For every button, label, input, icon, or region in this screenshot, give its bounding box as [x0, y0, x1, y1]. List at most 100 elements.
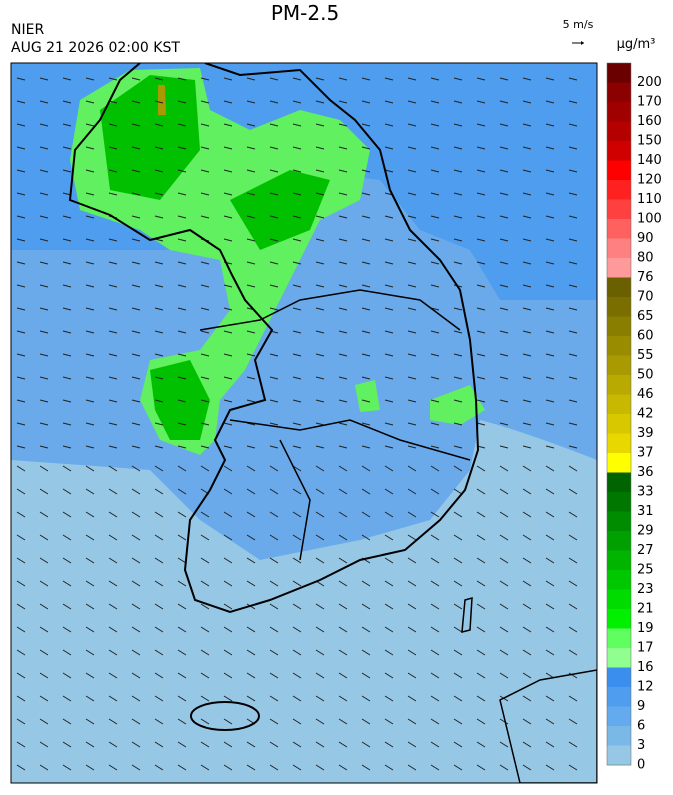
wind-arrow: [361, 169, 371, 173]
wind-arrow: [200, 399, 210, 403]
wind-arrow: [522, 741, 532, 748]
wind-arrow: [407, 307, 417, 311]
wind-arrow: [200, 77, 210, 81]
wind-arrow: [453, 261, 463, 265]
datetime: AUG 21 2026 02:00 KST: [11, 40, 180, 56]
wind-arrow: [315, 511, 325, 518]
wind-arrow: [177, 353, 187, 357]
wind-arrow: [361, 146, 371, 150]
wind-arrow: [85, 511, 95, 518]
wind-arrow: [315, 100, 325, 104]
colorbar-segment: [607, 297, 631, 317]
wind-arrow: [384, 169, 394, 173]
wind-arrow: [292, 557, 302, 564]
wind-arrow: [407, 261, 417, 265]
wind-arrow: [453, 353, 463, 357]
wind-arrow: [522, 215, 532, 219]
wind-arrow: [338, 445, 348, 449]
colorbar-label: 9: [637, 699, 645, 714]
wind-arrow: [476, 192, 486, 196]
wind-arrow: [154, 603, 164, 610]
wind-arrow: [16, 77, 26, 81]
colorbar-segment: [607, 453, 631, 473]
wind-arrow: [62, 238, 72, 242]
wind-arrow: [154, 307, 164, 311]
wind-arrow: [200, 192, 210, 196]
colorbar-label: 12: [637, 680, 654, 695]
wind-arrow: [545, 465, 555, 472]
wind-arrow: [16, 353, 26, 357]
colorbar-segment: [607, 355, 631, 376]
colorbar-label: 27: [637, 543, 654, 558]
colorbar-label: 65: [637, 309, 654, 324]
wind-arrow: [269, 399, 279, 403]
wind-arrow: [16, 465, 26, 472]
wind-arrow: [108, 192, 118, 196]
wind-arrow: [545, 123, 555, 127]
wind-arrow: [568, 261, 578, 265]
wind-arrow: [85, 123, 95, 127]
wind-arrow: [246, 399, 256, 403]
wind-arrow: [476, 307, 486, 311]
wind-arrow: [62, 330, 72, 334]
wind-arrow: [315, 376, 325, 380]
wind-arrow: [499, 465, 509, 472]
wind-arrow: [200, 123, 210, 127]
wind-arrow: [39, 238, 49, 242]
wind-arrow: [177, 192, 187, 196]
wind-arrow: [223, 580, 233, 587]
wind-arrow: [246, 238, 256, 242]
wind-arrow: [430, 284, 440, 288]
wind-arrow: [430, 215, 440, 219]
colorbar-label: 39: [637, 426, 654, 441]
wind-arrow: [62, 169, 72, 173]
colorbar-label: 170: [637, 95, 662, 110]
wind-arrow: [568, 557, 578, 564]
wind-arrow: [85, 399, 95, 403]
wind-arrow: [407, 330, 417, 334]
wind-arrow: [223, 534, 233, 541]
colorbar-segment: [607, 687, 631, 707]
wind-arrow: [292, 123, 302, 127]
wind-arrow: [154, 764, 164, 771]
wind-arrow: [315, 169, 325, 173]
wind-arrow: [407, 399, 417, 403]
wind-arrow: [62, 695, 72, 702]
wind-arrow: [407, 192, 417, 196]
wind-arrow: [315, 488, 325, 495]
wind-arrow: [361, 741, 371, 748]
wind-arrow: [361, 465, 371, 472]
wind-arrow: [16, 557, 26, 564]
wind-arrow: [85, 445, 95, 449]
wind-arrow: [177, 238, 187, 242]
wind-arrow: [131, 718, 141, 725]
wind-arrow: [269, 557, 279, 564]
wind-arrow: [545, 695, 555, 702]
wind-arrow: [39, 718, 49, 725]
wind-arrow: [269, 445, 279, 449]
colorbar-label: 140: [637, 153, 662, 168]
colorbar-segment: [607, 589, 631, 610]
wind-arrow: [85, 603, 95, 610]
wind-arrow: [177, 100, 187, 104]
colorbar-segment: [607, 472, 631, 493]
wind-arrow: [476, 169, 486, 173]
wind-arrow: [315, 330, 325, 334]
wind-arrow: [16, 261, 26, 265]
wind-arrow: [131, 580, 141, 587]
wind-arrow: [568, 649, 578, 656]
wind-arrow: [223, 764, 233, 771]
wind-arrow: [62, 100, 72, 104]
wind-arrow: [177, 445, 187, 449]
wind-arrow: [223, 465, 233, 472]
wind-arrow: [499, 672, 509, 679]
wind-arrow: [407, 353, 417, 357]
wind-arrow: [453, 488, 463, 495]
wind-arrow: [361, 445, 371, 449]
wind-arrow: [154, 376, 164, 380]
wind-arrow: [269, 488, 279, 495]
wind-arrow: [499, 146, 509, 150]
wind-scale-label: 5 m/s: [563, 18, 594, 31]
wind-arrow: [568, 465, 578, 472]
colorbar-segment: [607, 258, 631, 278]
